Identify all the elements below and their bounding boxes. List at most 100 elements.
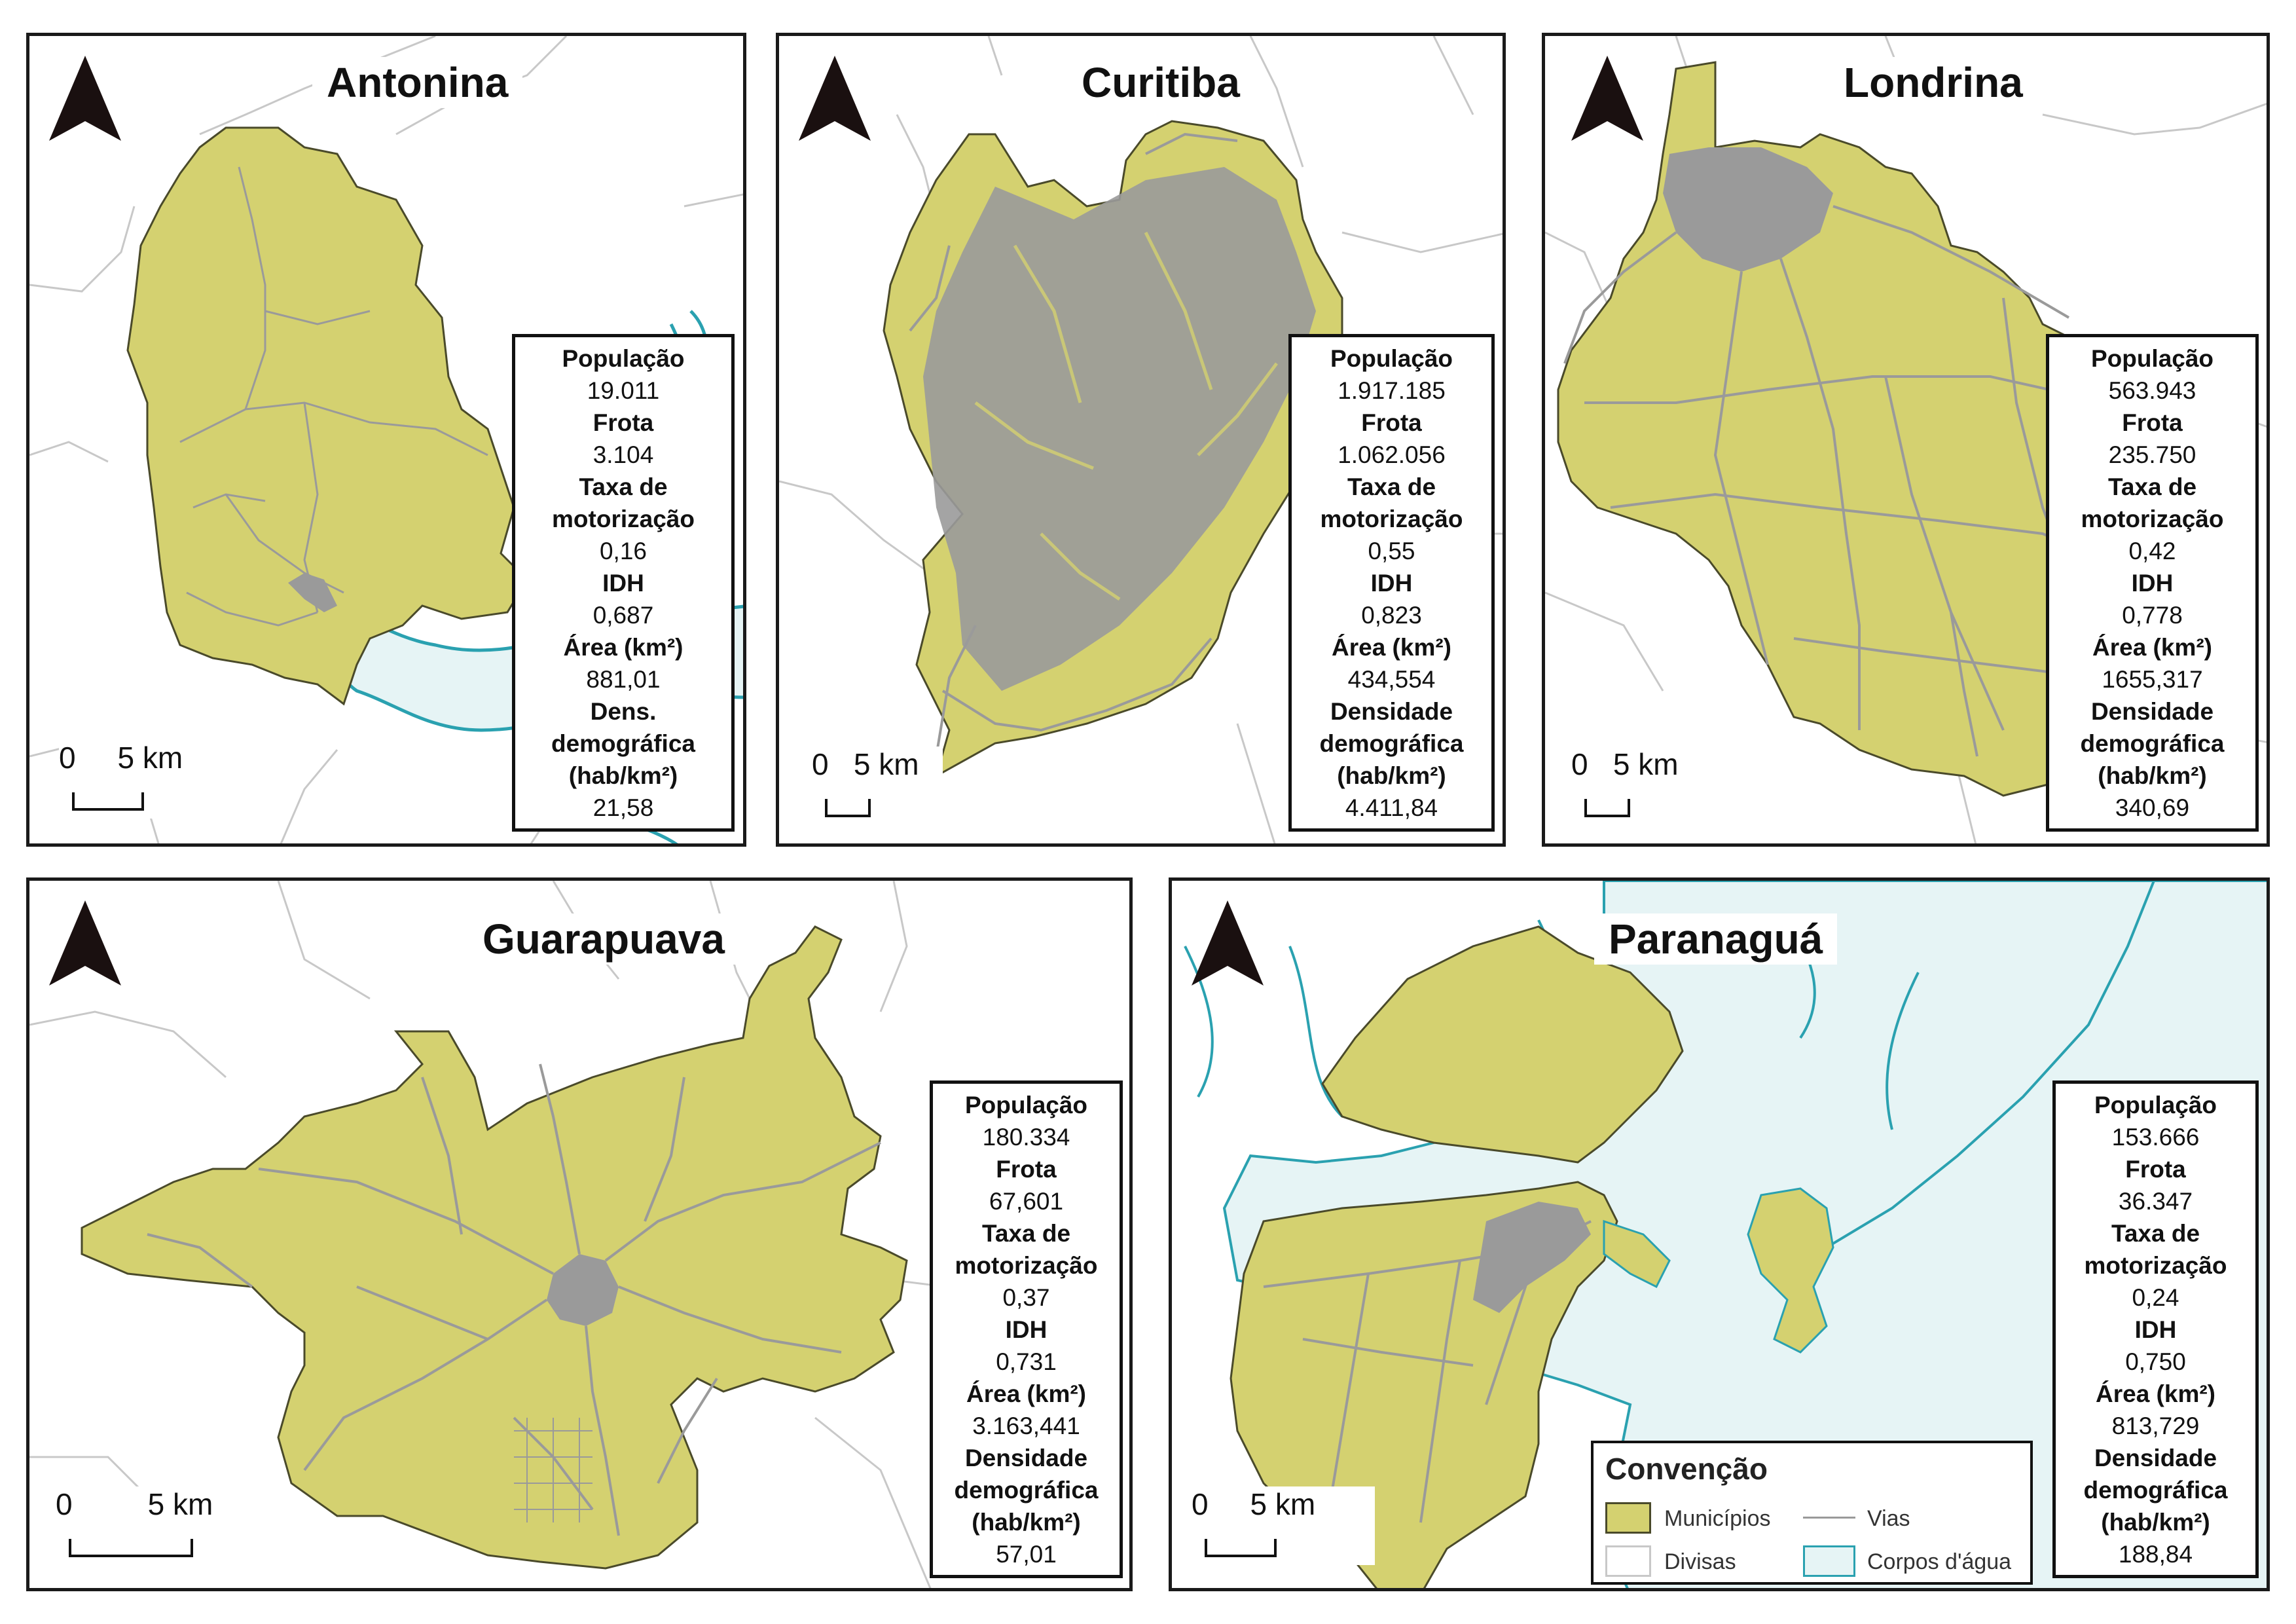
stat-value: 3.104 [592,441,654,468]
map-title: Antonina [312,57,523,108]
map-panel-paranagua: Paranaguá Convenção Municípios Vias Divi… [1169,877,2270,1591]
stat-value: 19.011 [587,377,660,404]
legend: Convenção Municípios Vias Divisas Corpos… [1591,1441,2033,1585]
stat-value: 881,01 [586,666,661,693]
legend-label-divisas: Divisas [1664,1549,1736,1574]
ilha [1747,1187,1834,1354]
vias-curitiba [909,132,1316,757]
stat-label: Área (km²) [563,634,683,661]
scale-label: 0 5 km [56,1487,213,1521]
scale-bar: 0 5 km [59,740,210,819]
scale-label: 0 5 km [59,741,183,775]
scale-bar-line [825,799,871,817]
stat-label: Frota [2125,1156,2186,1183]
stat-value: 0,750 [2125,1348,2186,1375]
north-arrow-icon [49,56,121,141]
scale-bar: 0 5 km [56,1486,272,1565]
scale-bar: 0 5 km [812,747,943,825]
stat-label: Área (km²) [2092,634,2212,661]
stat-value: 4.411,84 [1345,794,1438,821]
stat-label: Frota [1361,409,1422,436]
stat-value: 1.062.056 [1338,441,1446,468]
stat-label: Taxa de motorização [1320,473,1463,532]
map-canvas-curitiba [779,36,1503,843]
stat-value: 434,554 [1347,666,1436,693]
legend-title: Convenção [1605,1452,1768,1486]
stat-value: 0,16 [599,538,647,564]
map-panel-londrina: Londrina População 563.943 Frota 235.750… [1542,33,2270,847]
stat-label: População [562,345,685,372]
stat-value: 180.334 [982,1124,1070,1151]
legend-label-vias: Vias [1867,1506,1910,1531]
stat-label: IDH [2134,1316,2177,1343]
vias-guarapuava [147,1063,881,1536]
stat-value: 21,58 [592,794,654,821]
stat-label: Frota [2122,409,2183,436]
map-title: Curitiba [1067,57,1254,108]
stat-label: Taxa de motorização [2084,1220,2227,1279]
scale-bar-line [69,1539,193,1557]
scale-label: 0 5 km [1571,747,1679,781]
stats-box: População 1.917.185 Frota 1.062.056 Taxa… [1288,334,1495,832]
stat-value: 0,55 [1368,538,1415,564]
stat-label: Área (km²) [2096,1380,2215,1407]
map-panel-antonina: Antonina População 19.011 Frota 3.104 Ta… [26,33,746,847]
stat-label: Densidade demográfica (hab/km²) [2083,1445,2228,1536]
stat-value: 0,731 [996,1348,1057,1375]
stat-value: 153.666 [2111,1124,2200,1151]
ilha [1603,1219,1671,1289]
stat-label: Taxa de motorização [552,473,695,532]
scale-bar: 0 5 km [1571,747,1702,825]
north-arrow-icon [799,56,871,141]
stat-value: 0,687 [592,602,654,629]
stat-label: Densidade demográfica (hab/km²) [1319,698,1464,789]
stat-value: 340,69 [2115,794,2190,821]
stat-value: 1.917.185 [1338,377,1446,404]
map-panel-curitiba: Curitiba População 1.917.185 Frota 1.062… [776,33,1506,847]
stat-label: IDH [1370,570,1413,597]
stat-value: 0,42 [2128,538,2176,564]
stat-value: 0,823 [1361,602,1422,629]
stat-value: 0,24 [2132,1284,2179,1311]
stat-label: População [964,1092,1088,1118]
stat-label: Taxa de motorização [2081,473,2224,532]
stat-value: 0,778 [2122,602,2183,629]
stat-value: 1655,317 [2102,666,2203,693]
stats-box: População 19.011 Frota 3.104 Taxa de mot… [512,334,735,832]
stat-value: 235.750 [2108,441,2196,468]
north-arrow-icon [1571,56,1643,141]
vias-grid [514,1418,592,1522]
legend-label-municipios: Municípios [1664,1506,1771,1531]
map-canvas-paranagua [1184,881,2267,1588]
map-canvas-guarapuava [29,881,1012,1588]
stat-label: IDH [602,570,644,597]
stat-value: 67,601 [989,1188,1064,1215]
legend-swatch-corpos-agua [1803,1545,1855,1577]
map-title: Londrina [1829,57,2037,108]
stats-box: População 563.943 Frota 235.750 Taxa de … [2046,334,2259,832]
municipio-guarapuava [81,925,908,1570]
municipio-paranagua [1321,925,1684,1164]
legend-label-corpos-agua: Corpos d'água [1867,1549,2012,1574]
stat-label: Dens. demográfica (hab/km²) [551,698,695,789]
stat-label: Frota [996,1156,1057,1183]
stats-box: População 153.666 Frota 36.347 Taxa de m… [2052,1080,2259,1578]
scale-label: 0 5 km [812,747,919,781]
scale-bar-line [1584,799,1630,817]
stat-value: 0,37 [1002,1284,1050,1311]
map-title: Paranaguá [1594,913,1838,965]
stat-label: População [2090,345,2214,372]
stat-label: Área (km²) [966,1380,1086,1407]
stat-label: Taxa de motorização [955,1220,1098,1279]
stat-label: População [2094,1092,2217,1118]
north-arrow-icon [49,900,121,986]
municipio-antonina [126,126,528,706]
stats-box: População 180.334 Frota 67,601 Taxa de m… [930,1080,1123,1578]
stat-value: 57,01 [996,1541,1057,1568]
legend-swatch-vias [1803,1517,1855,1519]
legend-swatch-divisas [1605,1545,1651,1577]
stat-label: IDH [2131,570,2174,597]
stat-value: 563.943 [2108,377,2196,404]
map-panel-guarapuava: Guarapuava População 180.334 Frota 67,60… [26,877,1133,1591]
scale-bar-line [72,792,144,811]
